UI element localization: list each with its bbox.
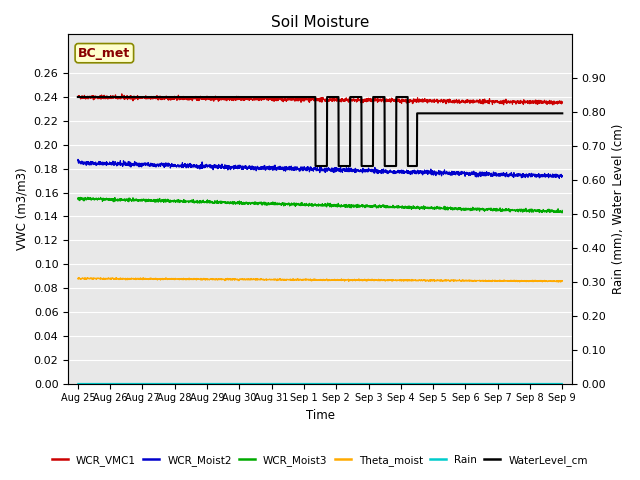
Y-axis label: VWC (m3/m3): VWC (m3/m3) [15,168,28,250]
Y-axis label: Rain (mm), Water Level (cm): Rain (mm), Water Level (cm) [612,123,625,294]
X-axis label: Time: Time [305,409,335,422]
Text: BC_met: BC_met [78,47,131,60]
Legend: WCR_VMC1, WCR_Moist2, WCR_Moist3, Theta_moist, Rain, WaterLevel_cm: WCR_VMC1, WCR_Moist2, WCR_Moist3, Theta_… [48,451,592,470]
Title: Soil Moisture: Soil Moisture [271,15,369,30]
